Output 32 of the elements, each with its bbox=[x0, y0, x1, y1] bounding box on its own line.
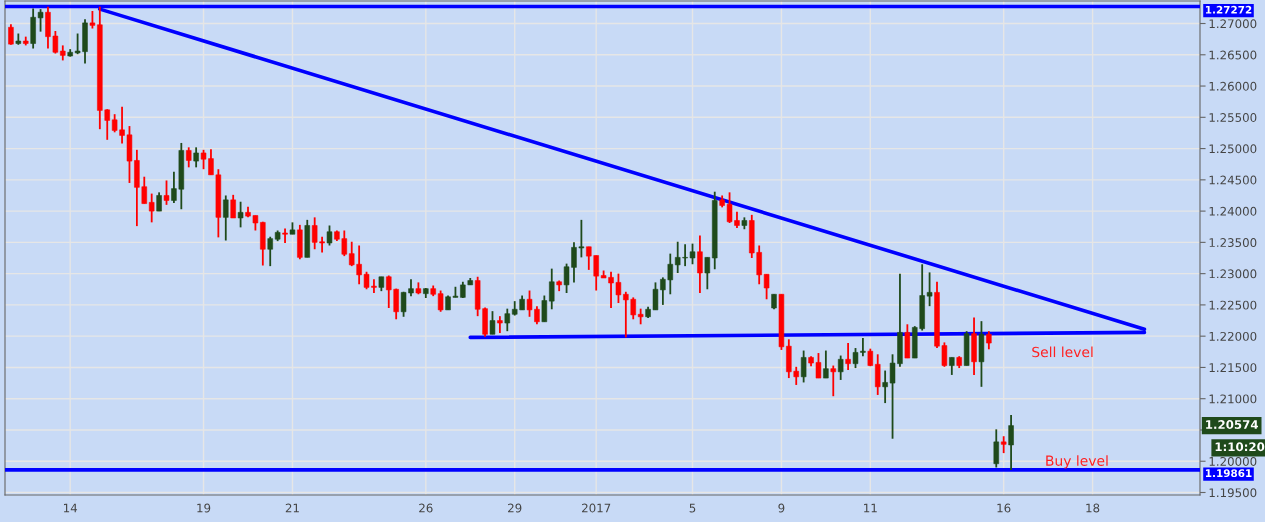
y-tick-label: 1.22500 bbox=[1209, 300, 1257, 310]
annotation: Buy level bbox=[1046, 455, 1108, 469]
y-tick-label: 1.24000 bbox=[1209, 206, 1257, 216]
y-tick-label: 1.19500 bbox=[1209, 488, 1257, 498]
y-tick-label: 1.26000 bbox=[1209, 81, 1257, 91]
y-tick-label: 1.25000 bbox=[1209, 144, 1257, 154]
x-tick-label: 26 bbox=[419, 503, 433, 513]
y-tick-label: 1.27000 bbox=[1209, 19, 1257, 29]
x-tick-label: 14 bbox=[63, 503, 78, 513]
x-tick-label: 5 bbox=[689, 503, 696, 513]
x-tick-label: 2017 bbox=[582, 503, 611, 513]
y-tick-label: 1.23000 bbox=[1209, 269, 1257, 279]
y-tick-label: 1.25500 bbox=[1209, 113, 1257, 122]
x-tick-label: 21 bbox=[285, 503, 299, 513]
x-tick-label: 29 bbox=[508, 503, 522, 513]
annotation: Sell level bbox=[1032, 346, 1093, 358]
y-tick-label: 1.21000 bbox=[1209, 394, 1257, 404]
y-tick-label: 1.20000 bbox=[1209, 456, 1257, 466]
ref-line-label: 1.19861 bbox=[1205, 469, 1252, 478]
x-tick-label: 9 bbox=[778, 503, 785, 513]
y-tick-label: 1.22000 bbox=[1209, 331, 1257, 341]
y-tick-label: 1.21500 bbox=[1209, 363, 1257, 373]
y-tick-label: 1.24500 bbox=[1209, 175, 1257, 185]
text: 1:10:20 bbox=[1215, 442, 1265, 452]
x-tick-label: 19 bbox=[197, 503, 211, 513]
x-tick-label: 18 bbox=[1086, 503, 1100, 513]
x-tick-label: 11 bbox=[864, 503, 877, 513]
x-tick-label: 16 bbox=[997, 503, 1011, 513]
ref-line-label: 1.27272 bbox=[1205, 5, 1252, 14]
y-tick-label: 1.23500 bbox=[1209, 238, 1257, 248]
y-tick-label: 1.26500 bbox=[1209, 50, 1257, 60]
text: 1.20574 bbox=[1206, 420, 1259, 430]
